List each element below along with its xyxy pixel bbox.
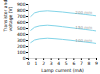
- svg-text:400: 400: [17, 32, 26, 37]
- svg-text:Lamp current (mA): Lamp current (mA): [41, 68, 84, 73]
- svg-text:600: 600: [17, 20, 26, 25]
- svg-text:700: 700: [17, 14, 26, 19]
- svg-text:500: 500: [17, 26, 26, 31]
- svg-text:150 mm: 150 mm: [75, 25, 92, 30]
- svg-text:300: 300: [17, 38, 26, 43]
- svg-text:5: 5: [65, 61, 68, 66]
- svg-text:4: 4: [57, 61, 60, 66]
- svg-text:2: 2: [42, 61, 45, 66]
- svg-text:3: 3: [50, 61, 53, 66]
- svg-text:0: 0: [23, 56, 26, 61]
- svg-text:900: 900: [17, 2, 26, 7]
- svg-text:0: 0: [27, 61, 30, 66]
- svg-text:200: 200: [17, 44, 26, 49]
- svg-text:Transistor and lampvoltage (V): Transistor and lampvoltage (V): [3, 0, 13, 33]
- svg-text:200 mm: 200 mm: [75, 10, 92, 15]
- svg-text:6: 6: [72, 61, 75, 66]
- svg-text:800: 800: [17, 8, 26, 13]
- svg-text:9: 9: [95, 61, 98, 66]
- svg-text:100 mm: 100 mm: [75, 38, 92, 43]
- svg-text:1: 1: [35, 61, 38, 66]
- svg-text:7: 7: [80, 61, 83, 66]
- svg-text:100: 100: [17, 50, 26, 55]
- svg-text:8: 8: [88, 61, 91, 66]
